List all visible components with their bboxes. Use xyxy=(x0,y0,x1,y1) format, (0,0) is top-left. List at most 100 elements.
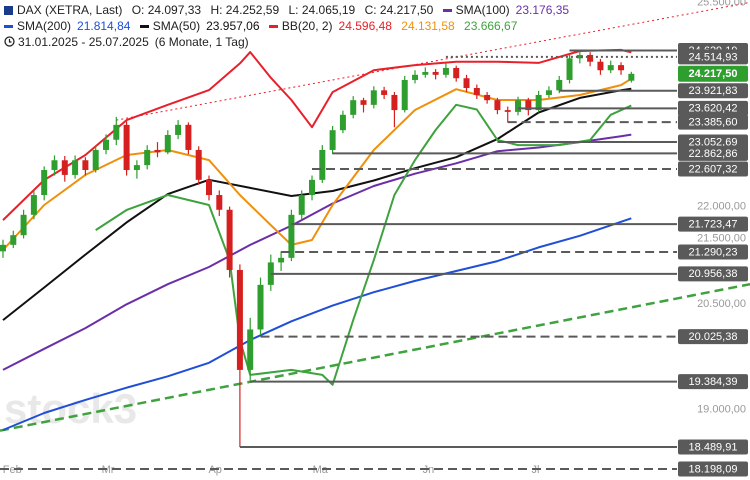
level-label: 18.198,09 xyxy=(689,463,738,475)
indicator-line xyxy=(2,217,632,431)
candle-body xyxy=(288,214,295,258)
candle-body xyxy=(432,71,439,75)
y-tick-label: 19.000,00 xyxy=(697,403,746,415)
legend-value: 23.176,35 xyxy=(515,3,570,17)
candle-body xyxy=(453,67,460,79)
legend-value: 23.957,06 xyxy=(206,19,260,33)
legend-icon xyxy=(139,25,149,29)
candle-body xyxy=(154,149,161,153)
level-label-box xyxy=(678,83,748,99)
candle-body xyxy=(123,124,130,171)
level-label-box xyxy=(678,439,748,455)
level-label-box xyxy=(678,114,748,130)
candle-body xyxy=(298,195,305,215)
candle-body xyxy=(566,58,573,80)
level-label-box xyxy=(678,134,748,150)
candle-body xyxy=(10,235,17,245)
legend-icon xyxy=(442,9,452,13)
candle-body xyxy=(247,329,254,370)
legend-name: BB(20, 2) xyxy=(281,19,333,33)
level-label: 23.620,42 xyxy=(689,103,738,115)
x-tick-label: Ma xyxy=(313,464,329,476)
level-label: 20.025,38 xyxy=(689,331,738,343)
candle-body xyxy=(370,90,377,105)
legend-icon xyxy=(268,25,278,29)
level-label-box xyxy=(678,244,748,260)
x-tick-label: Feb xyxy=(3,464,22,476)
candle-body xyxy=(556,79,563,91)
legend-row: 31.01.2025 - 25.07.2025 (6 Monate, 1 Tag) xyxy=(4,34,575,50)
level-label: 21.723,47 xyxy=(689,219,738,231)
candle-body xyxy=(535,94,542,111)
candle-body xyxy=(545,90,552,95)
candle-body xyxy=(504,110,511,112)
indicator-line xyxy=(95,103,632,386)
candle-body xyxy=(618,65,625,71)
level-label-box xyxy=(678,100,748,116)
legend-row: SMA(200) 21.814,84 SMA(50) 23.957,06 BB(20… xyxy=(4,18,575,34)
level-label: 18.489,91 xyxy=(689,441,738,453)
level-label-box xyxy=(678,374,748,390)
candle-body xyxy=(339,114,346,131)
legend: DAX (XETRA, Last) O: 24.097,33 H: 24.252… xyxy=(4,2,575,50)
candle-body xyxy=(30,195,37,215)
legend-value: 24.131,58 xyxy=(401,19,455,33)
level-label: 22.862,86 xyxy=(689,148,738,160)
level-label: 22.607,32 xyxy=(689,163,738,175)
legend-name: SMA(100) xyxy=(455,3,510,17)
candle-body xyxy=(236,269,243,370)
stat: C: 24.217,50 xyxy=(364,3,434,17)
candle-body xyxy=(463,78,470,89)
candle-body xyxy=(442,67,449,75)
candle-body xyxy=(41,170,48,196)
level-label: 20.956,38 xyxy=(689,268,738,280)
candle-body xyxy=(113,124,120,140)
candle-body xyxy=(92,149,99,171)
level-label: 23.385,60 xyxy=(689,117,738,129)
candle-body xyxy=(164,134,171,153)
y-tick-label: 22.000,00 xyxy=(697,201,746,213)
level-label: 23.052,69 xyxy=(689,136,738,148)
candle-body xyxy=(51,160,58,171)
level-label-box xyxy=(678,161,748,177)
candle-body xyxy=(628,73,635,81)
legend-value: 21.814,84 xyxy=(77,19,131,33)
candle-body xyxy=(278,257,285,263)
candle-body xyxy=(175,124,182,135)
candle-body xyxy=(185,124,192,150)
candle-body xyxy=(102,139,109,150)
candle-body xyxy=(82,160,89,171)
trendline xyxy=(0,282,750,432)
level-label-box xyxy=(678,266,748,282)
indicator-line xyxy=(2,87,632,321)
last-price-label: 24.217,50 xyxy=(689,68,738,80)
candle-body xyxy=(144,149,151,166)
legend-value: 24.596,48 xyxy=(338,19,392,33)
candle-body xyxy=(133,165,140,171)
level-label-box xyxy=(678,216,748,232)
candle-body xyxy=(20,214,27,236)
level-label-box xyxy=(678,49,748,65)
level-label-box xyxy=(678,329,748,345)
candle-body xyxy=(525,100,532,111)
candle-body xyxy=(422,71,429,75)
candle-body xyxy=(0,244,6,252)
candle-body xyxy=(61,160,68,175)
level-label: 21.290,23 xyxy=(689,246,738,258)
candle-body xyxy=(257,284,264,330)
legend-value: 23.666,67 xyxy=(464,19,518,33)
instrument-icon xyxy=(4,6,13,15)
level-label-box xyxy=(678,461,748,477)
legend-name: SMA(200) xyxy=(17,19,72,33)
candle-body xyxy=(473,88,480,95)
level-label: 19.384,39 xyxy=(689,376,738,388)
candle-body xyxy=(195,149,202,180)
legend-name: SMA(50) xyxy=(152,19,201,33)
period: 31.01.2025 - 25.07.2025 xyxy=(18,35,149,49)
candle-body xyxy=(484,94,491,101)
period-note: (6 Monate, 1 Tag) xyxy=(154,35,249,49)
stat: H: 24.252,59 xyxy=(210,3,280,17)
indicator-line xyxy=(2,48,632,221)
y-tick-label: 25.500,00 xyxy=(697,0,746,8)
